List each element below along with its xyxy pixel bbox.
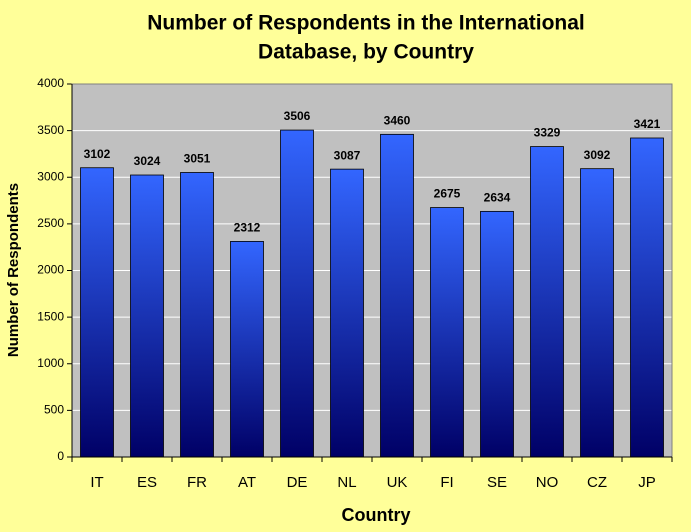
data-label: 3051 xyxy=(184,152,211,166)
data-label: 3102 xyxy=(84,147,111,161)
y-tick-label: 1000 xyxy=(37,356,64,370)
y-tick-label: 2500 xyxy=(37,216,64,230)
data-label: 2634 xyxy=(484,191,511,205)
data-label: 3421 xyxy=(634,117,661,131)
x-tick-label: ES xyxy=(137,474,157,491)
x-tick-label: IT xyxy=(90,474,103,491)
y-tick-label: 4000 xyxy=(37,76,64,90)
x-axis-label: Country xyxy=(342,505,411,525)
bar xyxy=(130,174,164,458)
x-tick-label: FI xyxy=(440,474,453,491)
data-label: 3460 xyxy=(384,114,411,128)
bar xyxy=(530,146,564,458)
bar xyxy=(430,207,464,458)
x-tick-label: JP xyxy=(638,474,656,491)
data-label: 3506 xyxy=(284,109,311,123)
chart-title: Database, by Country xyxy=(258,41,474,64)
x-tick-label: SE xyxy=(487,474,507,491)
y-tick-label: 500 xyxy=(44,403,64,417)
y-tick-label: 1500 xyxy=(37,309,64,323)
x-tick-label: FR xyxy=(187,474,207,491)
y-tick-label: 3000 xyxy=(37,169,64,183)
bar xyxy=(580,168,614,458)
y-tick-label: 0 xyxy=(57,449,64,463)
data-label: 3087 xyxy=(334,148,361,162)
bar xyxy=(80,167,114,458)
bar xyxy=(280,129,314,458)
x-tick-label: CZ xyxy=(587,474,607,491)
bar xyxy=(380,133,414,458)
y-axis-label: Number of Respondents xyxy=(5,183,22,357)
data-label: 3329 xyxy=(534,126,561,140)
x-tick-label: NO xyxy=(536,474,559,491)
bar xyxy=(630,137,664,458)
y-tick-label: 2000 xyxy=(37,263,64,277)
x-tick-label: UK xyxy=(387,474,408,491)
x-tick-label: AT xyxy=(238,474,256,491)
bar xyxy=(180,172,214,458)
x-tick-label: NL xyxy=(337,474,356,491)
data-label: 2675 xyxy=(434,187,461,201)
chart-title: Number of Respondents in the Internation… xyxy=(147,12,585,35)
data-label: 2312 xyxy=(234,221,261,235)
bar xyxy=(230,241,264,458)
data-label: 3024 xyxy=(134,154,161,168)
bar xyxy=(330,168,364,458)
bar xyxy=(480,210,514,458)
y-tick-label: 3500 xyxy=(37,123,64,137)
data-label: 3092 xyxy=(584,148,611,162)
x-tick-label: DE xyxy=(287,474,308,491)
